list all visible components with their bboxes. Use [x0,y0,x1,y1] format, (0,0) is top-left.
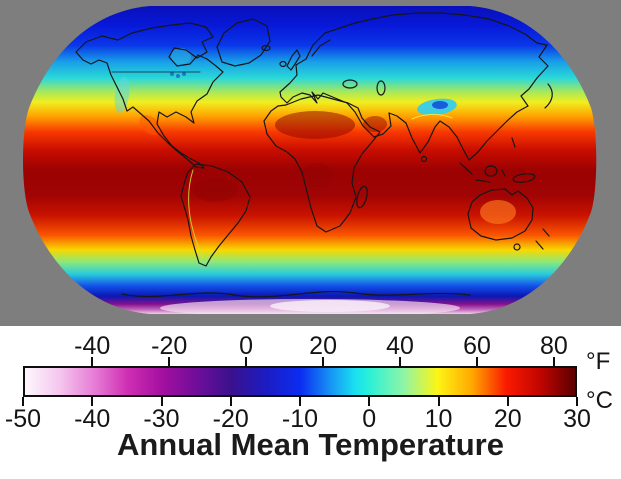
antarctica-coastline [121,290,471,298]
island-madagascar [356,185,368,209]
island-great-britain [286,49,301,71]
island-new-guinea [512,173,536,183]
great-lake [170,72,174,76]
island-sumatra [459,162,473,175]
great-lake [176,74,180,78]
sahara-hot-patch [275,111,355,139]
celsius-tick-mark [229,397,232,406]
continent-greenland [216,18,271,67]
caspian-sea [376,80,386,96]
island-philippines [511,137,516,148]
fahrenheit-tick-mark [91,357,94,366]
congo-hot-patch [302,163,334,187]
fahrenheit-tick-mark [168,357,171,366]
island-new-zealand-north [542,228,550,237]
celsius-unit-label: °C [586,387,613,414]
rockies-cold-patch [114,77,130,113]
celsius-tick-mark [299,397,301,406]
himalaya-ridge [411,113,453,120]
fahrenheit-tick-mark [245,357,248,366]
temperature-legend: °F -40 -20 0 20 40 60 80 °C -50 -40 -30 -20 -10 0 10… [0,326,621,479]
black-sea [342,79,358,89]
fahrenheit-tick-label: -40 [74,332,111,360]
andes-ridge [188,169,204,259]
temperature-colorbar [23,366,577,397]
arabia-hot-patch [363,116,387,132]
fahrenheit-tick-label: 60 [463,332,491,360]
celsius-tick-mark [22,397,24,406]
fahrenheit-tick-mark [322,357,325,366]
celsius-tick-mark [506,397,509,406]
island-tasmania [513,243,521,251]
island-borneo [484,165,498,177]
projection-globe [23,6,597,314]
island-iceland [261,44,271,52]
map-panel [0,0,621,326]
fahrenheit-tick-mark [475,357,478,366]
fahrenheit-tick-mark [399,357,402,366]
celsius-tick-mark [160,397,163,406]
fahrenheit-tick-label: 40 [386,332,414,360]
baltic-coast [311,39,331,57]
fahrenheit-tick-label: 0 [239,332,254,360]
celsius-tick-mark [576,397,578,406]
hudson-bay [171,48,191,64]
amazon-hot-patch [193,178,237,202]
tibet-cold-core [432,101,448,109]
continent-south-america [180,163,251,267]
antarctica-snow-core [270,300,390,312]
fahrenheit-tick-label: 20 [309,332,337,360]
celsius-tick-mark [91,397,94,406]
island-sulawesi [501,169,506,177]
continent-australia [467,188,534,241]
fahrenheit-tick-mark [552,357,555,366]
australia-hot-patch [480,200,516,224]
fahrenheit-tick-label: -20 [151,332,188,360]
continent-north-america [75,22,224,169]
island-java [475,179,491,183]
celsius-tick-mark [437,397,440,406]
island-new-zealand-south [535,240,544,250]
continent-africa [263,94,381,233]
island-sri-lanka [420,155,428,163]
fahrenheit-unit-label: °F [586,348,611,375]
island-ireland [279,60,287,68]
fahrenheit-tick-label: 80 [540,332,568,360]
great-lake [182,72,186,76]
world-temperature-map [23,6,597,314]
legend-title: Annual Mean Temperature [116,427,504,462]
celsius-tick-mark [368,397,371,406]
continent-eurasia [279,12,549,161]
island-japan [544,83,553,109]
